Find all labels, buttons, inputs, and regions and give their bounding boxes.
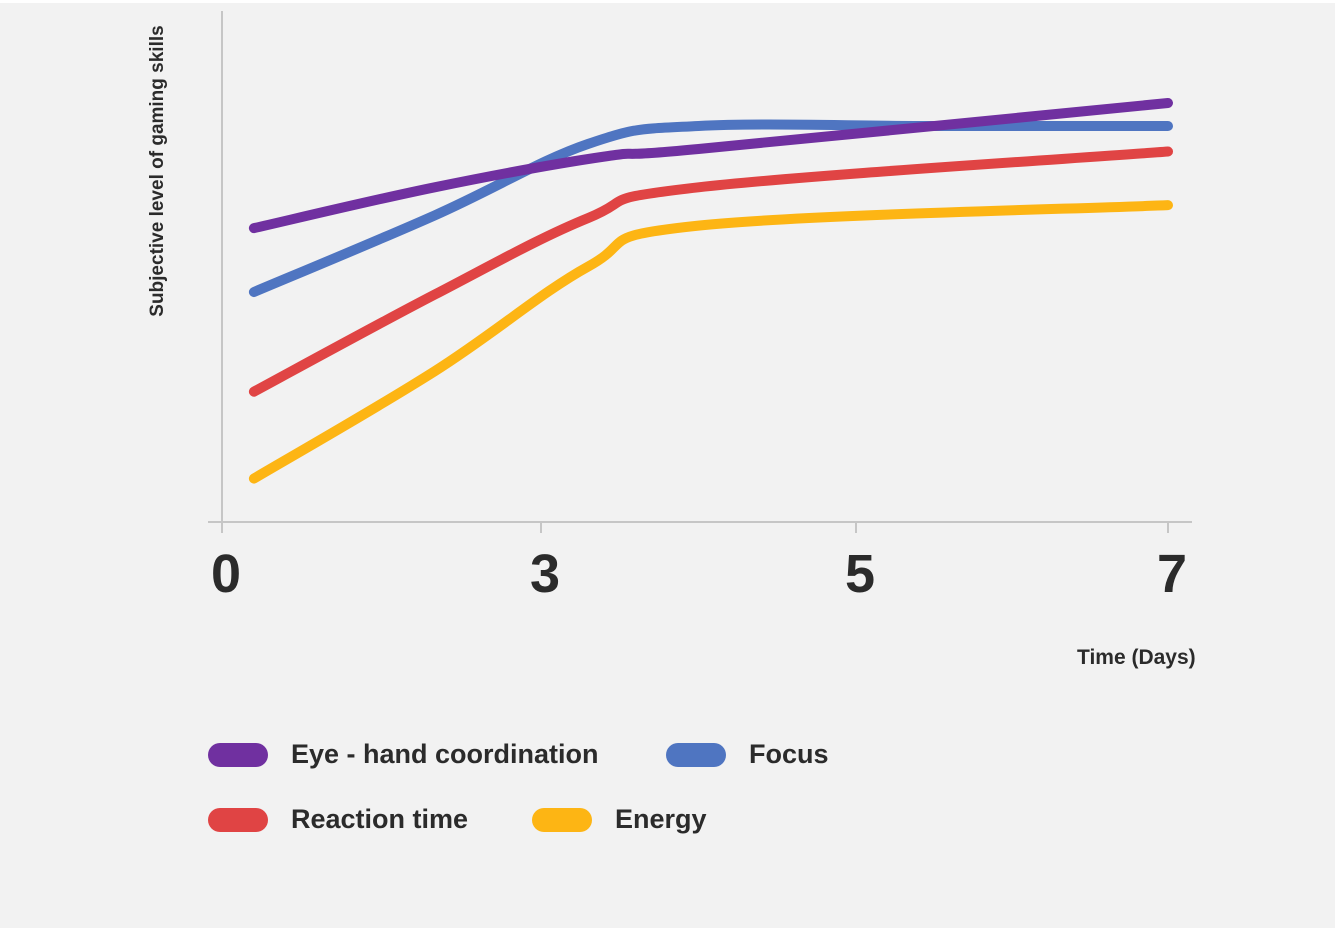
legend-item-focus: Focus — [666, 739, 829, 770]
x-tick-label: 7 — [1157, 544, 1187, 604]
legend-label-energy: Energy — [615, 804, 707, 834]
chart-svg: 0 3 5 7 — [208, 11, 1192, 604]
x-tick-label: 3 — [530, 544, 560, 604]
x-axis-label: Time (Days) — [1077, 646, 1196, 669]
legend-swatch-eye-hand — [208, 742, 268, 767]
y-axis-label: Subjective level of gaming skills — [147, 25, 168, 317]
legend-swatch-reaction-time — [208, 807, 268, 832]
x-tick-label: 5 — [845, 544, 875, 604]
legend-swatch-energy — [532, 807, 592, 832]
x-ticks: 0 3 5 7 — [211, 522, 1187, 604]
series-lines — [248, 97, 1173, 484]
legend-label-reaction-time: Reaction time — [291, 804, 469, 834]
chart-canvas: 0 3 5 7 Subjective level of gaming skills T… — [0, 3, 1335, 928]
legend-swatch-focus — [666, 742, 726, 767]
series-line-eye-hand-coordination — [248, 97, 1173, 234]
series-line-focus — [248, 119, 1173, 298]
legend-label-focus: Focus — [749, 739, 829, 769]
legend-label-eye-hand: Eye - hand coordination — [291, 739, 599, 769]
x-tick-label: 0 — [211, 544, 241, 604]
legend-item-eye-hand: Eye - hand coordination — [208, 739, 599, 770]
legend-item-energy: Energy — [532, 804, 707, 835]
series-line-reaction-time — [248, 146, 1173, 397]
series-line-energy — [248, 200, 1173, 484]
legend-item-reaction-time: Reaction time — [208, 804, 468, 835]
